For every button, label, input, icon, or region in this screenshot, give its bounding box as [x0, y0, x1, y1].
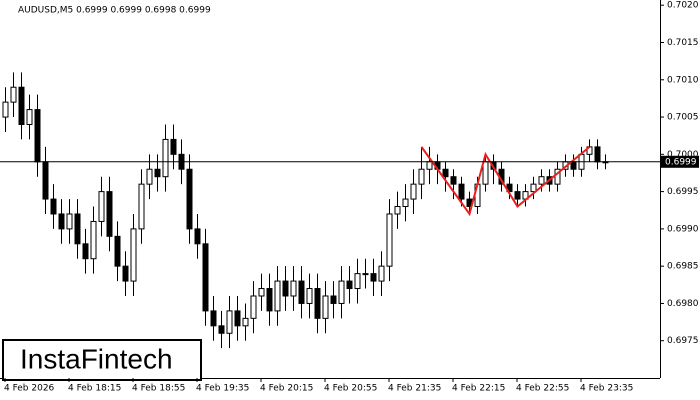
- candle-body: [210, 310, 217, 327]
- candle-body: [194, 228, 201, 245]
- y-tick-label: 0.6985: [667, 262, 699, 272]
- watermark-box: [2, 339, 202, 381]
- candle-body: [362, 273, 369, 276]
- y-tick-label: 0.6995: [667, 187, 699, 197]
- plot: [2, 72, 609, 349]
- y-tick-label: 0.7020: [667, 1, 699, 11]
- candle-body: [426, 161, 433, 170]
- y-tick-label: 0.7015: [667, 38, 699, 48]
- candle-body: [26, 109, 33, 126]
- candle-body: [570, 161, 577, 170]
- y-tick-label: 0.7000: [667, 150, 699, 160]
- candle-body: [594, 146, 601, 163]
- candle-body: [10, 86, 17, 103]
- candle-body: [322, 295, 329, 319]
- y-tick-label: 0.6990: [667, 224, 699, 234]
- candle-body: [202, 243, 209, 312]
- x-tick-label: 4 Feb 23:35: [580, 384, 633, 394]
- candle-body: [74, 213, 81, 245]
- x-tick-label: 4 Feb 21:35: [388, 384, 441, 394]
- candle-body: [282, 280, 289, 297]
- candle-body: [122, 265, 129, 282]
- candle-body: [402, 198, 409, 208]
- candle-body: [42, 161, 49, 200]
- candle-body: [458, 183, 465, 200]
- chart-title: AUDUSD,M5 0.6999 0.6999 0.6998 0.6999: [18, 6, 211, 16]
- x-tick-label: 4 Feb 19:35: [196, 384, 249, 394]
- candle-body: [90, 220, 97, 260]
- y-tick-label: 0.7005: [667, 113, 699, 123]
- candle-body: [154, 168, 161, 178]
- candle-body: [370, 273, 377, 282]
- candle-body: [58, 213, 65, 230]
- candle-body: [346, 280, 353, 290]
- candle-body: [170, 138, 177, 155]
- candle-body: [114, 235, 121, 267]
- pattern-line: [420, 146, 591, 217]
- candle-body: [314, 288, 321, 319]
- y-tick-label: 0.6975: [667, 336, 699, 346]
- price-label: 0.6999: [665, 157, 697, 167]
- x-tick-label: 4 Feb 20:55: [324, 384, 377, 394]
- candle-body: [98, 191, 105, 222]
- candle-body: [330, 295, 337, 304]
- candle-body: [218, 325, 225, 334]
- candle-body: [306, 288, 313, 304]
- candle-body: [50, 198, 57, 215]
- y-tick-label: 0.7010: [667, 75, 699, 85]
- x-tick-label: 4 Feb 18:15: [68, 384, 121, 394]
- candle-body: [538, 176, 545, 185]
- candle-body: [66, 213, 73, 230]
- candle-body: [242, 317, 249, 327]
- candle-body: [106, 191, 113, 237]
- x-tick-label: 4 Feb 2026: [4, 384, 55, 394]
- candle-body: [530, 183, 537, 193]
- candle-body: [450, 176, 457, 185]
- candle-body: [138, 183, 145, 230]
- candle-body: [418, 168, 425, 185]
- candle-body: [234, 310, 241, 327]
- candle-body: [290, 280, 297, 297]
- candle-body: [442, 168, 449, 178]
- candle-body: [266, 288, 273, 312]
- candle-body: [338, 280, 345, 304]
- candle-body: [82, 243, 89, 260]
- x-tick-label: 4 Feb 22:55: [516, 384, 569, 394]
- candle-body: [34, 109, 41, 163]
- candle-body: [354, 273, 361, 290]
- x-tick-label: 4 Feb 20:15: [260, 384, 313, 394]
- candle-body: [130, 228, 137, 282]
- candle-body: [186, 168, 193, 230]
- candle-body: [394, 206, 401, 215]
- candle-body: [378, 265, 385, 282]
- candle-body: [146, 168, 153, 185]
- candle-body: [274, 280, 281, 312]
- x-tick-label: 4 Feb 18:55: [132, 384, 185, 394]
- y-tick-label: 0.6980: [667, 299, 699, 309]
- watermark: InstaFintech: [20, 343, 173, 374]
- candle-body: [2, 101, 9, 118]
- candle-body: [386, 213, 393, 267]
- candle-body: [18, 86, 25, 126]
- candle-body: [410, 183, 417, 200]
- x-tick-label: 4 Feb 22:15: [452, 384, 505, 394]
- candle-body: [250, 295, 257, 319]
- candle-body: [298, 280, 305, 304]
- candle-body: [226, 310, 233, 334]
- candle-body: [258, 288, 265, 297]
- candle-body: [482, 161, 489, 185]
- price-label-box: [661, 155, 699, 168]
- candle-body: [514, 191, 521, 200]
- candle-body: [162, 138, 169, 178]
